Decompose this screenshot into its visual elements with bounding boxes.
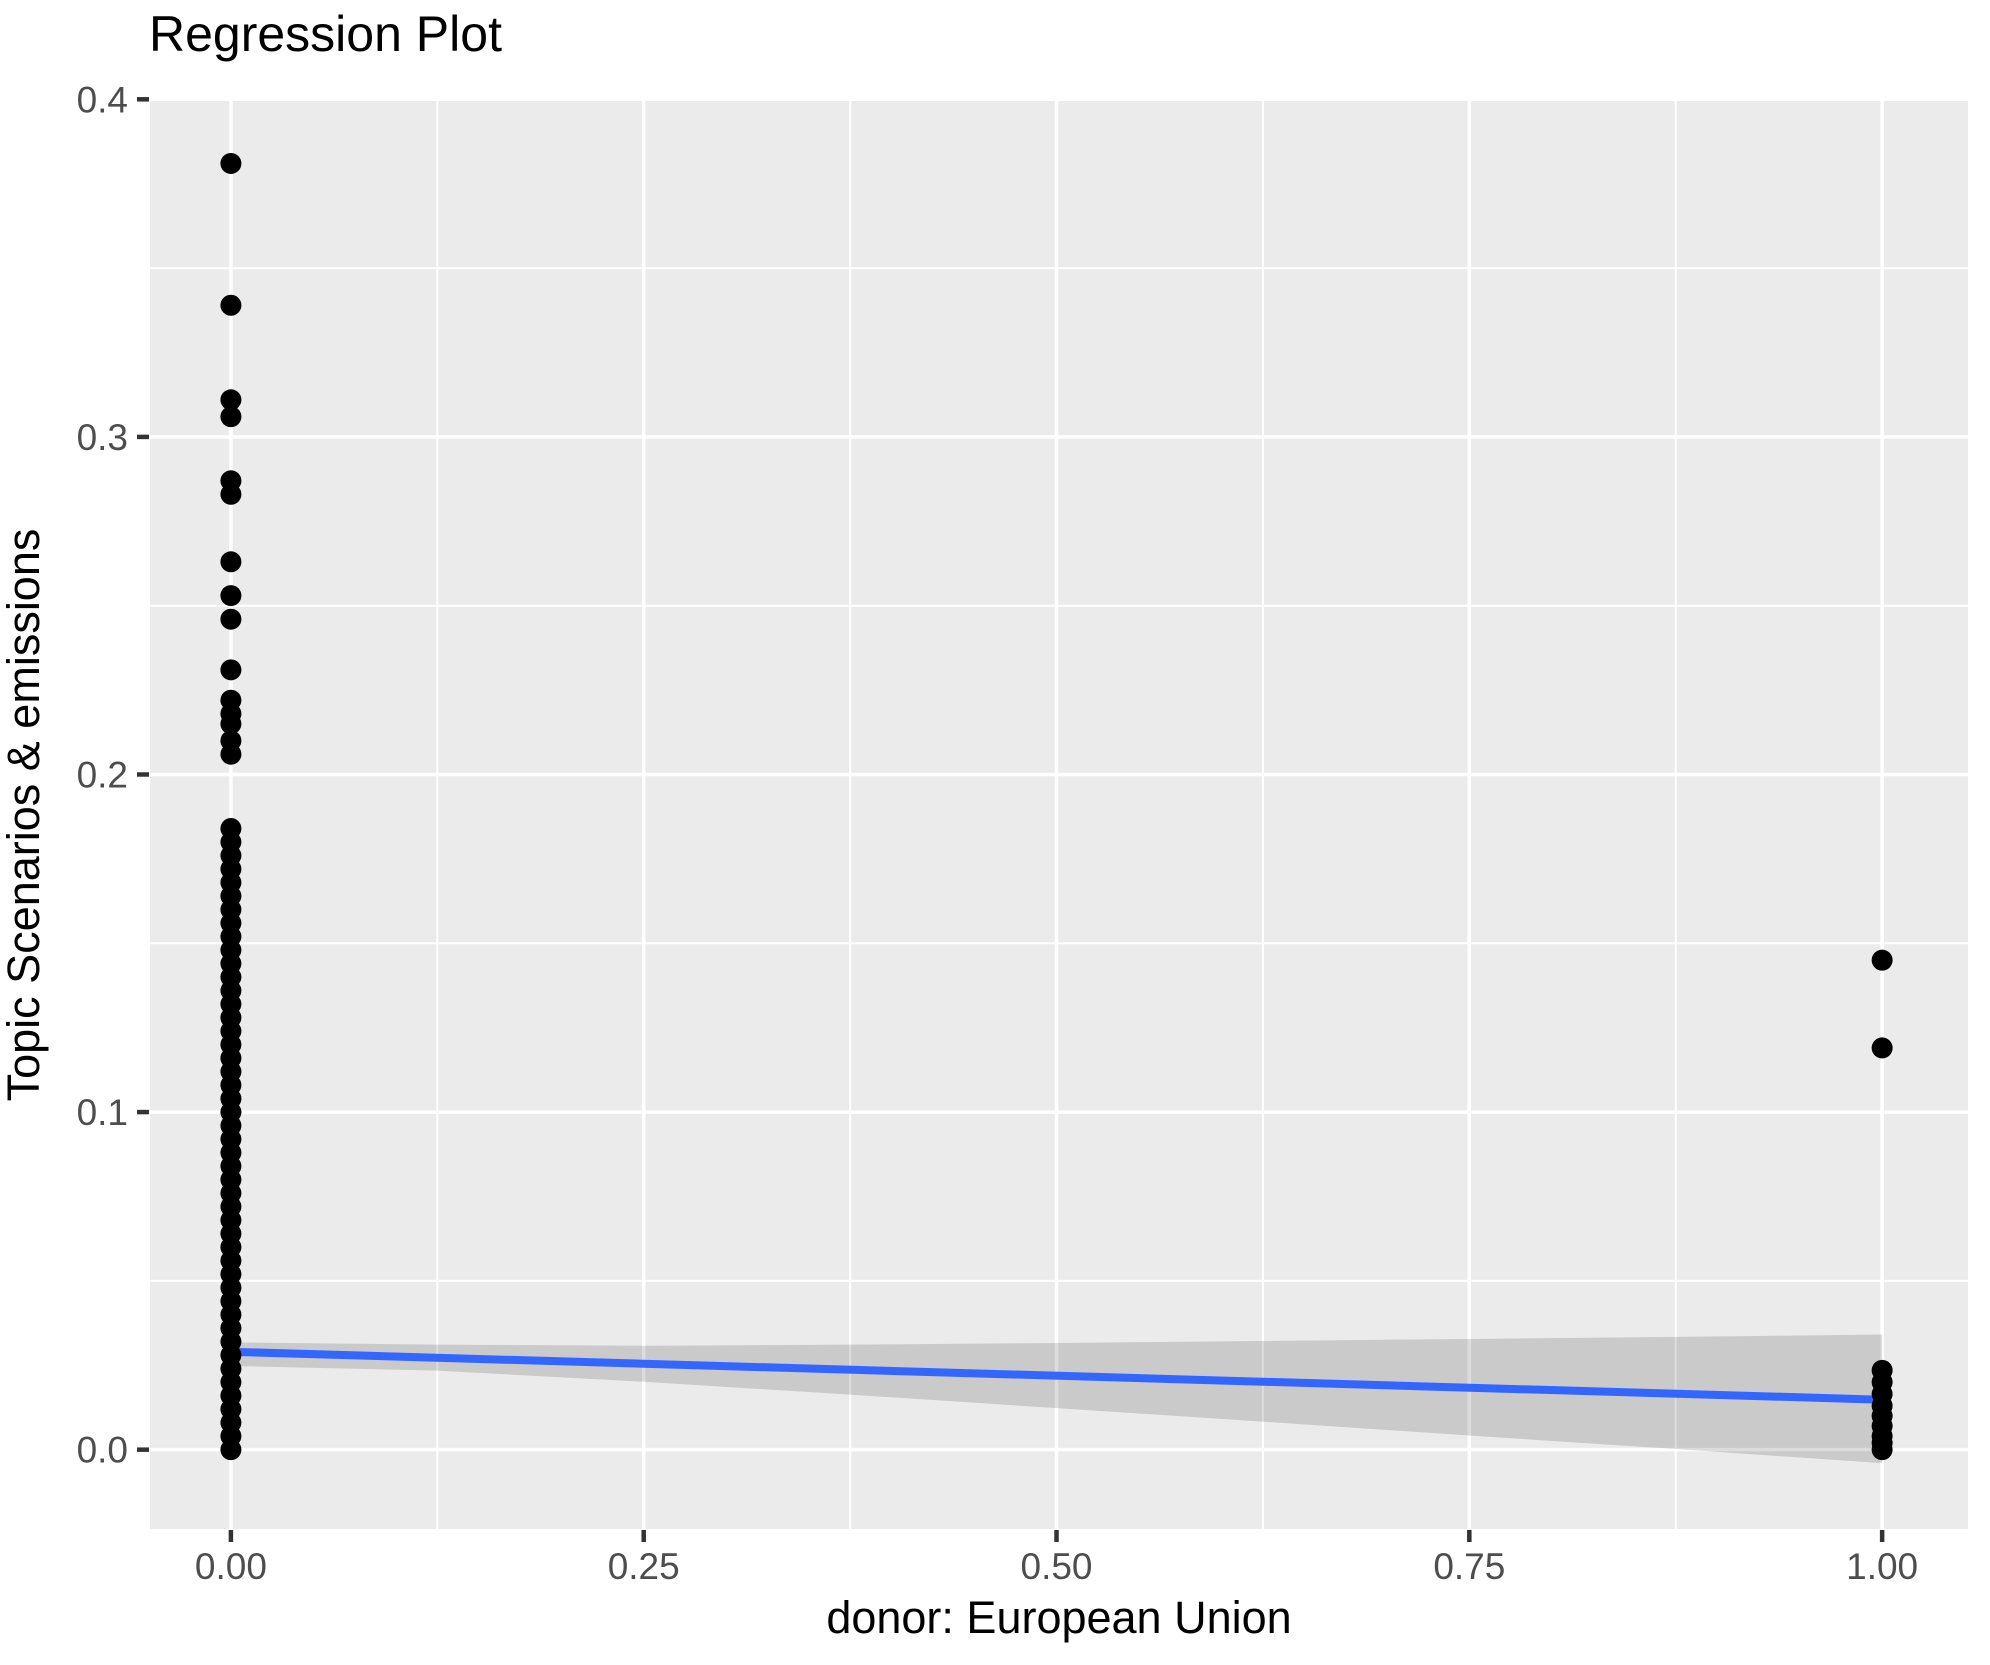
panel-content [150, 101, 1968, 1529]
y-tick-label: 0.1 [77, 1092, 128, 1133]
panel-background [150, 101, 1968, 1529]
data-point [1871, 949, 1893, 971]
y-tick-label: 0.3 [77, 417, 128, 458]
x-tick-label: 0.25 [608, 1546, 680, 1587]
data-point [1871, 1439, 1893, 1461]
data-point [1871, 1037, 1893, 1059]
y-axis-title: Topic Scenarios & emissions [0, 528, 49, 1102]
data-point [220, 551, 242, 573]
data-point [220, 152, 242, 174]
x-tick-label: 1.00 [1846, 1546, 1918, 1587]
data-point [220, 389, 242, 411]
data-point [220, 713, 242, 735]
data-point [220, 585, 242, 607]
data-point [220, 483, 242, 505]
data-point [220, 608, 242, 630]
x-tick-label: 0.50 [1021, 1546, 1093, 1587]
plot-title: Regression Plot [149, 6, 502, 62]
regression-line [230, 1347, 1883, 1404]
x-axis-title: donor: European Union [826, 1592, 1292, 1643]
data-point [220, 406, 242, 428]
data-point [220, 294, 242, 316]
y-tick-label: 0.4 [77, 79, 128, 120]
x-tick-label: 0.75 [1433, 1546, 1505, 1587]
x-tick-label: 0.00 [195, 1546, 267, 1587]
data-point [220, 659, 242, 681]
data-point [220, 743, 242, 765]
y-tick-label: 0.0 [77, 1430, 128, 1471]
y-tick-label: 0.2 [77, 754, 128, 795]
data-point [220, 1439, 242, 1461]
